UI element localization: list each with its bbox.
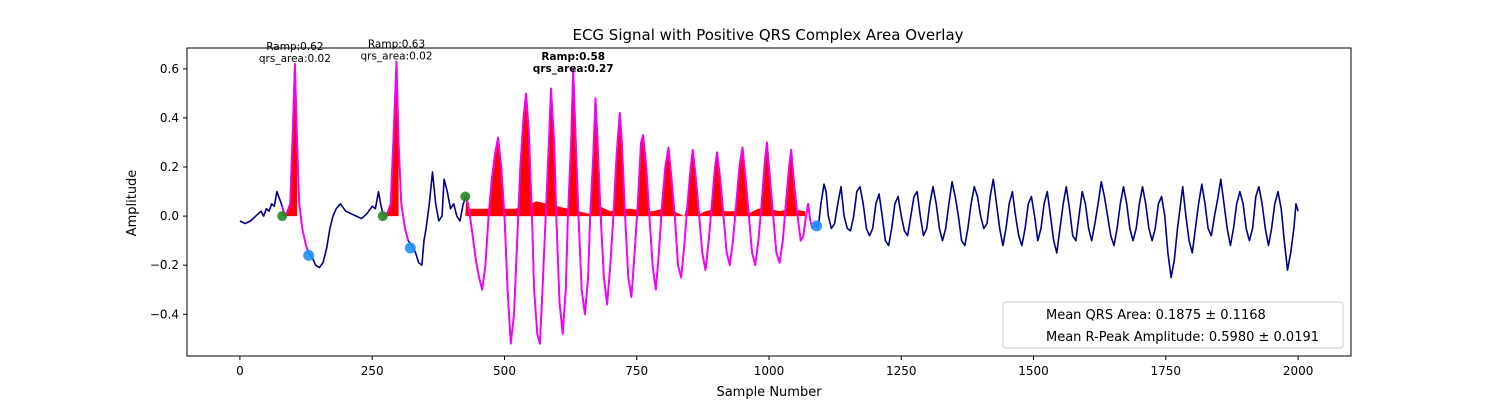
- y-tick-label: −0.4: [150, 307, 179, 321]
- r-peak-annotation-1-line-1: Ramp:0.62: [266, 41, 323, 53]
- annotation-layer: Ramp:0.62qrs_area:0.02Ramp:0.63qrs_area:…: [259, 39, 614, 75]
- x-tick-label: 500: [493, 364, 516, 378]
- x-tick-label: 1750: [1151, 364, 1182, 378]
- x-tick-label: 1250: [886, 364, 917, 378]
- x-tick-label: 0: [236, 364, 244, 378]
- legend: Mean QRS Area: 0.1875 ± 0.1168 Mean R-Pe…: [1002, 301, 1344, 349]
- y-tick-label: 0.6: [160, 62, 179, 76]
- qrs-onset-marker-1: [277, 211, 288, 222]
- legend-entry-mean-qrs-area: Mean QRS Area: 0.1875 ± 0.1168: [1046, 308, 1266, 323]
- qrs-offset-marker-1: [303, 249, 315, 261]
- x-tick-label: 1000: [754, 364, 785, 378]
- x-axis-label: Sample Number: [716, 385, 822, 400]
- x-tick-label: 750: [625, 364, 648, 378]
- qrs-area-baseline-shelf: [468, 201, 805, 217]
- r-peak-annotation-2-line-1: Ramp:0.63: [368, 39, 425, 51]
- x-tick-label: 250: [361, 364, 384, 378]
- y-tick-label: 0.2: [160, 160, 179, 174]
- r-peak-annotation-1-line-2: qrs_area:0.02: [259, 53, 331, 65]
- x-tick-label: 1500: [1018, 364, 1049, 378]
- r-peak-annotation-3-line-1: Ramp:0.58: [541, 51, 605, 63]
- x-tick-label: 2000: [1283, 364, 1314, 378]
- y-tick-label: −0.2: [150, 258, 179, 272]
- qrs-area-fill-2: [382, 61, 399, 217]
- x-axis: 0 250 500 750 1000 1250 1500 1750 2000: [236, 356, 1313, 378]
- y-tick-label: 0.0: [160, 209, 179, 223]
- legend-entry-mean-r-peak-amplitude: Mean R-Peak Amplitude: 0.5980 ± 0.0191: [1046, 330, 1319, 345]
- qrs-segment-1: [281, 63, 310, 254]
- r-peak-annotation-3-line-2: qrs_area:0.27: [533, 63, 614, 75]
- marker-layer: [277, 191, 823, 261]
- qrs-segment-3: [465, 67, 817, 345]
- y-tick-label: 0.4: [160, 111, 179, 125]
- r-peak-annotation-2-line-2: qrs_area:0.02: [360, 51, 432, 63]
- legend-box: [1002, 301, 1344, 349]
- y-axis-label: Amplitude: [125, 170, 140, 237]
- chart-title: ECG Signal with Positive QRS Complex Are…: [572, 26, 963, 44]
- qrs-offset-marker-3: [811, 220, 823, 232]
- y-axis: −0.4 −0.2 0.0 0.2 0.4 0.6: [150, 62, 187, 321]
- signal-layer: [239, 60, 1299, 345]
- qrs-onset-marker-2: [377, 211, 388, 222]
- qrs-offset-marker-2: [404, 242, 416, 254]
- qrs-area-fill-1: [282, 64, 298, 217]
- qrs-onset-marker-3: [460, 191, 471, 202]
